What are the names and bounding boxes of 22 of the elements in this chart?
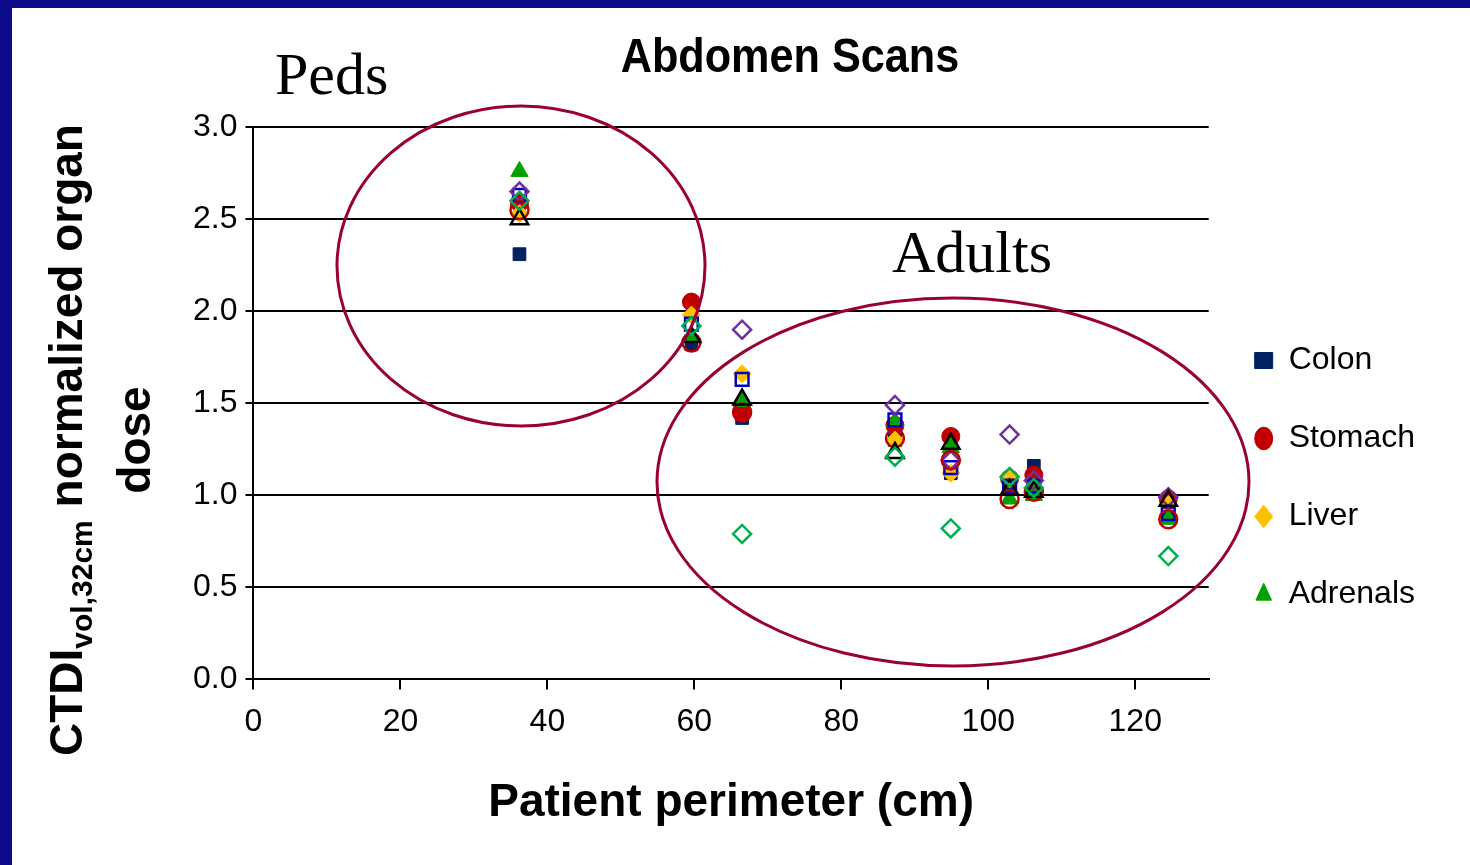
x-tick-label: 80 bbox=[823, 702, 860, 739]
legend-label: Stomach bbox=[1288, 418, 1415, 455]
y-tick-label: 3.0 bbox=[193, 107, 238, 144]
x-tick-label: 40 bbox=[529, 702, 566, 739]
x-tick-label: 20 bbox=[382, 702, 419, 739]
x-tick-label: 60 bbox=[676, 702, 713, 739]
legend-label: Liver bbox=[1288, 496, 1359, 533]
text: Peds bbox=[275, 40, 389, 109]
x-tick-label: 0 bbox=[244, 702, 263, 739]
annotation: Adults bbox=[892, 218, 1053, 287]
legend-label: Adrenals bbox=[1288, 574, 1415, 611]
chart-title: Abdomen Scans bbox=[619, 28, 961, 83]
y-tick-label: 0.5 bbox=[193, 567, 238, 604]
y-tick-label: 1.0 bbox=[193, 475, 238, 512]
legend-label: Colon bbox=[1288, 340, 1373, 377]
y-tick-label: 0.0 bbox=[193, 659, 238, 696]
x-axis-title: Patient perimeter (cm) bbox=[488, 774, 974, 827]
y-tick-label: 2.5 bbox=[193, 199, 238, 236]
y-tick-label: 1.5 bbox=[193, 383, 238, 420]
x-tick-label: 100 bbox=[961, 702, 1015, 739]
x-tick-label: 120 bbox=[1108, 702, 1162, 739]
y-tick-label: 2.0 bbox=[193, 291, 238, 328]
